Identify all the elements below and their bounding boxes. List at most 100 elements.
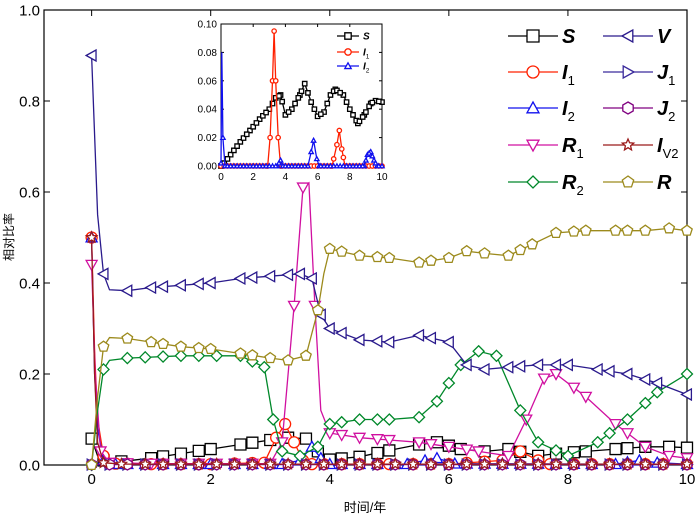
point-S [246,436,259,449]
y-tick-label: 0.0 [19,457,40,474]
x-tick-label: 0 [87,471,95,488]
inset-legend-item-I2: I2 [337,61,370,75]
point-V [370,334,383,348]
inset-series [217,28,386,169]
point-IV2 [549,456,563,470]
point-R1 [662,450,676,463]
inset-y-tick-label: 0.08 [198,48,218,59]
point-R2 [138,350,152,364]
point-R2 [257,360,271,374]
inset-x-tick-label: 0 [218,172,224,183]
point-IV2 [227,456,242,470]
point-R2 [275,444,289,458]
point-IV2 [388,456,403,470]
legend-marker [620,137,636,152]
point-R2 [561,449,575,463]
inset-point-S [305,90,311,96]
inset-y-tick-label: 0.00 [198,162,218,173]
point-R [353,249,366,261]
series-R [85,222,693,471]
point-V [501,360,514,374]
inset-point-I2 [359,162,366,169]
point-R2 [680,367,694,381]
point-R1 [382,434,396,447]
inset-point-I2 [313,155,321,162]
point-V [203,276,216,290]
legend-label: V [657,26,672,48]
point-R [567,225,580,237]
point-V [590,362,603,377]
point-R2 [335,415,349,429]
point-IV2 [84,230,99,244]
point-S [621,442,634,455]
point-R2 [513,403,527,417]
inset-point-S [279,98,286,105]
point-IV2 [477,456,492,470]
point-R [526,237,539,250]
point-R [264,351,277,364]
point-R1 [620,428,635,440]
legend: S V I1 J1 I2 J2 R1 IV2 R2 R [508,26,678,198]
point-I1 [287,436,301,449]
point-R [639,224,652,236]
legend-item-R1: R1 [508,135,584,161]
inset-point-I2 [365,149,373,156]
point-IV2 [531,456,546,470]
legend-marker [621,175,635,188]
legend-marker [525,139,541,153]
point-R [514,243,527,256]
point-V [650,376,663,390]
point-V [322,321,335,336]
series-IV2 [84,230,694,470]
y-tick-label: 0.4 [19,275,40,292]
point-IV2 [680,456,694,470]
legend-marker [525,100,541,114]
legend-item-R2: R2 [508,172,584,198]
point-S [299,432,313,445]
inset-legend-marker [344,48,352,56]
inset-point-I2 [372,159,379,166]
point-V [144,280,157,295]
point-V [680,387,693,402]
point-R1 [608,419,623,431]
point-R [413,256,426,268]
point-R2 [370,413,384,426]
point-R1 [567,382,581,395]
legend-label: S [562,26,576,48]
inset-point-I1 [267,134,273,141]
point-IV2 [602,456,617,470]
legend-label: R2 [562,172,584,198]
point-R [442,251,455,264]
point-R2 [311,440,325,454]
x-tick-label: 2 [207,471,215,488]
point-R [383,251,396,264]
inset-point-S [317,111,324,118]
inset-point-S [276,93,282,99]
legend-item-I2: I2 [508,98,575,124]
legend-item-V: V [603,26,672,48]
inset-point-S [234,143,240,149]
point-R2 [156,350,170,363]
point-R2 [442,376,456,390]
point-R [460,244,473,257]
inset-legend-item-S: S [337,32,370,43]
point-R [234,347,247,359]
inset-x-tick-label: 6 [315,172,321,183]
legend-marker [622,64,636,80]
point-V [281,268,294,282]
inset-point-I2 [219,134,227,141]
legend-item-R: R [603,172,672,194]
point-V [293,267,306,281]
legend-item-J1: J1 [603,62,675,88]
legend-marker [526,29,540,43]
point-R1 [501,450,515,463]
x-tick-label: 6 [445,471,453,488]
point-R2 [323,417,337,431]
point-S [192,444,205,458]
x-tick-label: 10 [679,471,696,488]
inset-point-S [337,89,343,96]
x-tick-label: 8 [564,471,572,488]
point-IV2 [245,456,260,470]
